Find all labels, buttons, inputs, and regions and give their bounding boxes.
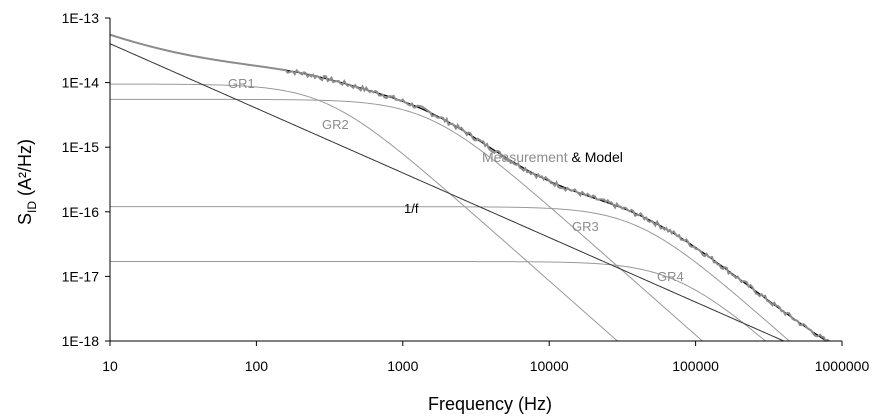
x-tick-label: 100 xyxy=(245,358,269,374)
y-tick-label: 1E-17 xyxy=(62,268,100,284)
y-tick-label: 1E-15 xyxy=(62,139,100,155)
series-line-1-f xyxy=(109,43,786,342)
series-line-gr2 xyxy=(110,98,704,342)
y-axis-title-unit: (A²/Hz) xyxy=(15,139,35,201)
label-flicker: 1/f xyxy=(404,201,419,216)
y-axis-title-sub: ID xyxy=(25,201,39,213)
label-gr3: GR3 xyxy=(572,219,599,234)
y-tick-label: 1E-14 xyxy=(62,75,100,91)
series-line-model xyxy=(109,34,828,342)
x-tick-label: 10 xyxy=(102,358,118,374)
x-tick-label: 10000 xyxy=(530,358,569,374)
label-gr1: GR1 xyxy=(228,76,255,91)
legend-measurement: Measurement xyxy=(482,149,568,165)
series-layer xyxy=(109,33,830,342)
y-tick-label: 1E-16 xyxy=(62,204,100,220)
x-axis-title: Frequency (Hz) xyxy=(428,394,552,414)
label-gr2: GR2 xyxy=(322,117,349,132)
series-line-gr3 xyxy=(110,206,791,342)
y-axis-title-main: S xyxy=(15,213,35,225)
y-tick-label: 1E-18 xyxy=(62,333,100,349)
series-line-gr4 xyxy=(110,261,768,342)
x-tick-label: 1000000 xyxy=(815,358,870,374)
legend-model: Model xyxy=(585,149,623,165)
axes-layer xyxy=(109,18,842,342)
y-axis-title: SID (A²/Hz) xyxy=(15,139,39,225)
y-tick-label: 1E-13 xyxy=(62,10,100,26)
series-line-measurement xyxy=(109,33,830,342)
legend-text: Measurement & Model xyxy=(482,149,623,165)
label-gr4: GR4 xyxy=(657,269,684,284)
series-line-gr1 xyxy=(110,83,619,342)
x-tick-label: 1000 xyxy=(387,358,418,374)
legend-sep: & xyxy=(568,149,585,165)
x-tick-label: 100000 xyxy=(672,358,719,374)
